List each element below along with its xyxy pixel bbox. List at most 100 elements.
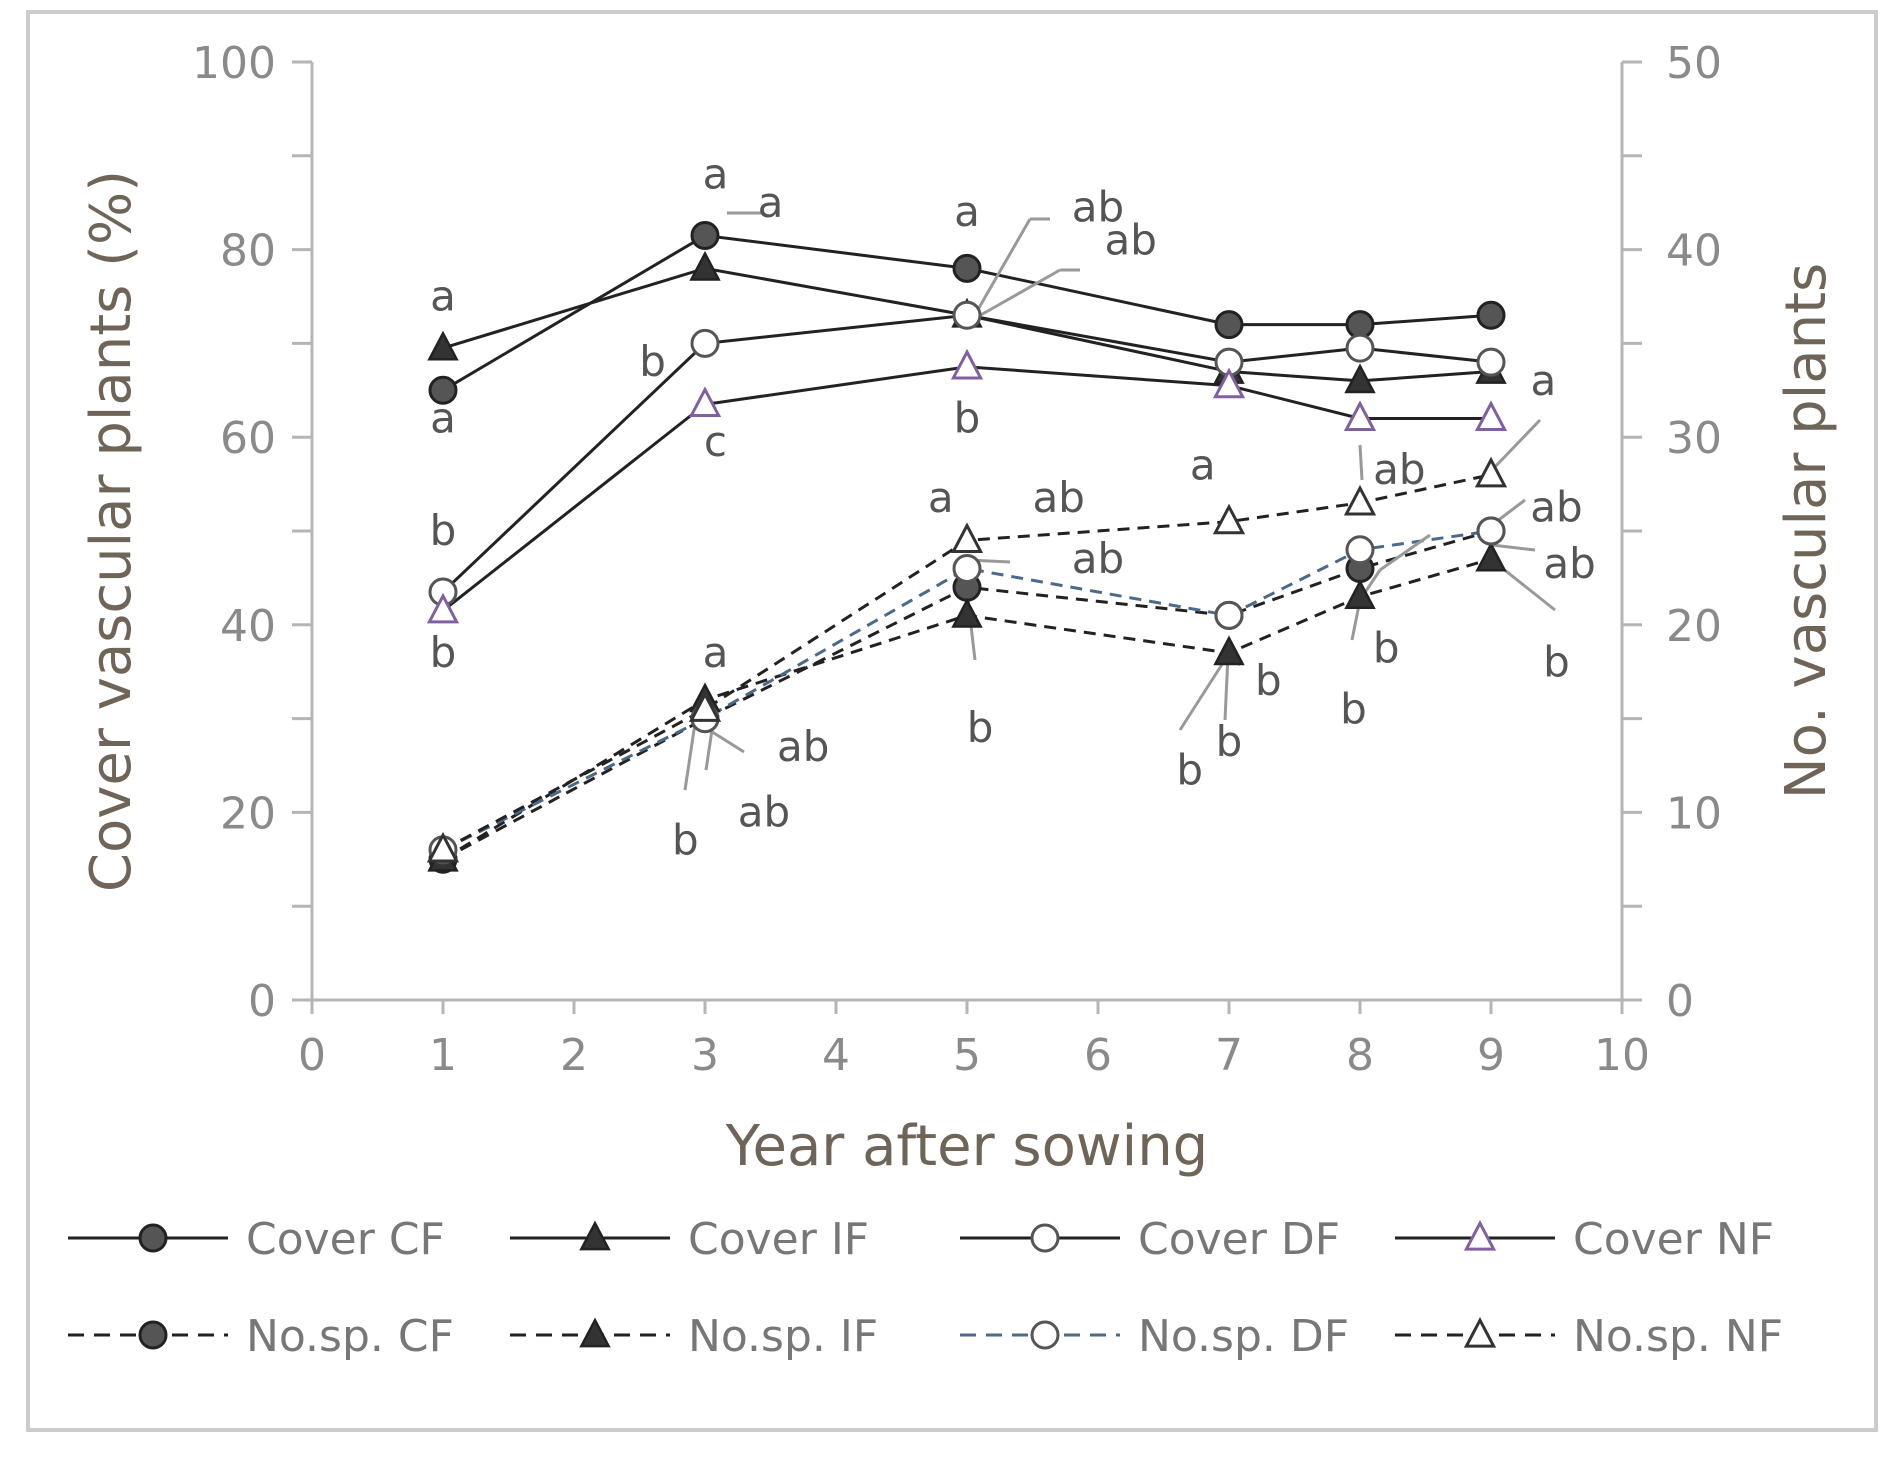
legend-marker	[138, 1320, 168, 1350]
significance-label: b	[639, 337, 666, 386]
data-point	[952, 554, 982, 584]
data-point	[1214, 310, 1244, 340]
y-right-tick-label: 40	[1666, 226, 1722, 277]
significance-label: b	[430, 628, 457, 677]
data-point	[1476, 516, 1506, 546]
x-tick-label: 3	[691, 1030, 719, 1081]
data-point	[950, 348, 984, 380]
legend-label: No.sp. CF	[246, 1311, 454, 1362]
x-tick-label: 2	[560, 1030, 588, 1081]
data-point	[1214, 600, 1244, 630]
data-point	[690, 221, 720, 251]
significance-label: a	[954, 187, 980, 236]
series-line-cover-nf	[442, 365, 1491, 612]
significance-label: b	[1176, 745, 1203, 794]
data-point	[1212, 503, 1246, 535]
series-line-cover-cf	[442, 233, 1492, 392]
y-right-tick-label: 20	[1666, 601, 1722, 652]
x-tick-label: 4	[822, 1030, 850, 1081]
significance-label: b	[1340, 684, 1367, 733]
significance-label: a	[928, 473, 954, 522]
y-left-tick-label: 80	[220, 226, 276, 277]
significance-label: ab	[1032, 473, 1084, 522]
series-line-cover-df	[441, 313, 1492, 594]
data-point	[426, 592, 460, 624]
legend-label: Cover DF	[1138, 1214, 1340, 1265]
legend-marker	[1463, 1219, 1497, 1251]
data-point	[1343, 484, 1377, 516]
data-point	[1475, 541, 1507, 572]
legend-marker	[1030, 1320, 1060, 1350]
significance-label: a	[1531, 356, 1557, 405]
y-left-tick-label: 60	[220, 413, 276, 464]
data-point	[1343, 400, 1377, 432]
x-tick-label: 10	[1594, 1030, 1650, 1081]
data-point	[428, 375, 458, 405]
data-point	[1345, 535, 1375, 565]
y-right-tick-label: 50	[1666, 38, 1722, 89]
significance-label: ab	[738, 787, 790, 836]
significance-label: ab	[777, 722, 829, 771]
data-point	[690, 328, 720, 358]
y-right-tick-label: 0	[1666, 976, 1694, 1027]
significance-label: b	[672, 816, 699, 865]
legend-label: No.sp. DF	[1138, 1311, 1349, 1362]
data-point	[951, 597, 983, 628]
significance-label: ab	[1072, 534, 1124, 583]
significance-label: ab	[1543, 539, 1595, 588]
data-point	[952, 253, 982, 283]
legend-marker	[579, 1220, 611, 1251]
data-point	[689, 250, 721, 281]
significance-label: b	[967, 703, 994, 752]
significance-label: a	[703, 628, 729, 677]
legend-label: Cover IF	[688, 1214, 869, 1265]
significance-label: a	[703, 150, 729, 199]
data-point	[950, 522, 984, 553]
significance-label: a	[430, 272, 456, 321]
data-point	[1474, 456, 1508, 488]
x-tick-label: 6	[1084, 1030, 1112, 1081]
series-line-no-sp-df	[442, 529, 1492, 852]
legend: Cover CF Cover IF Cover DF Cover NF No.sp. C…	[68, 1214, 1783, 1362]
legend-label: Cover CF	[246, 1214, 445, 1265]
data-point	[1344, 363, 1376, 394]
y-left-tick-label: 0	[248, 976, 276, 1027]
x-tick-label: 7	[1215, 1030, 1243, 1081]
significance-label: ab	[1530, 483, 1582, 532]
annotation-leaders	[683, 211, 1556, 791]
data-point	[1474, 400, 1508, 432]
y-right-tick-label: 10	[1666, 788, 1722, 839]
x-tick-label: 8	[1346, 1030, 1374, 1081]
legend-marker	[1463, 1316, 1497, 1348]
significance-label: b	[1216, 717, 1243, 766]
y-axis-left-title: Cover vascular plants (%)	[79, 170, 144, 892]
legend-label: No.sp. IF	[688, 1311, 878, 1362]
data-point	[688, 691, 722, 722]
significance-label: a	[758, 178, 784, 227]
y-left-tick-label: 100	[192, 38, 276, 89]
series-line-no-sp-if	[442, 557, 1492, 861]
significance-label: a	[1190, 440, 1216, 489]
data-point	[1344, 579, 1376, 610]
data-point	[952, 300, 982, 330]
legend-label: No.sp. NF	[1573, 1311, 1783, 1362]
legend-marker	[579, 1317, 611, 1348]
y-left-tick-label: 20	[220, 788, 276, 839]
significance-label: ab	[1105, 215, 1157, 264]
significance-label: ab	[1373, 445, 1425, 494]
legend-marker	[138, 1223, 168, 1253]
significance-label: b	[954, 394, 981, 443]
data-point	[1212, 367, 1246, 399]
significance-label: b	[430, 506, 457, 555]
x-tick-label: 5	[953, 1030, 981, 1081]
data-point	[1476, 300, 1506, 330]
significance-label: a	[430, 394, 456, 443]
data-point	[1213, 635, 1245, 666]
data-point	[1345, 333, 1375, 363]
x-tick-label: 9	[1477, 1030, 1505, 1081]
significance-label: c	[704, 417, 727, 466]
x-axis-title: Year after sowing	[725, 1114, 1208, 1179]
